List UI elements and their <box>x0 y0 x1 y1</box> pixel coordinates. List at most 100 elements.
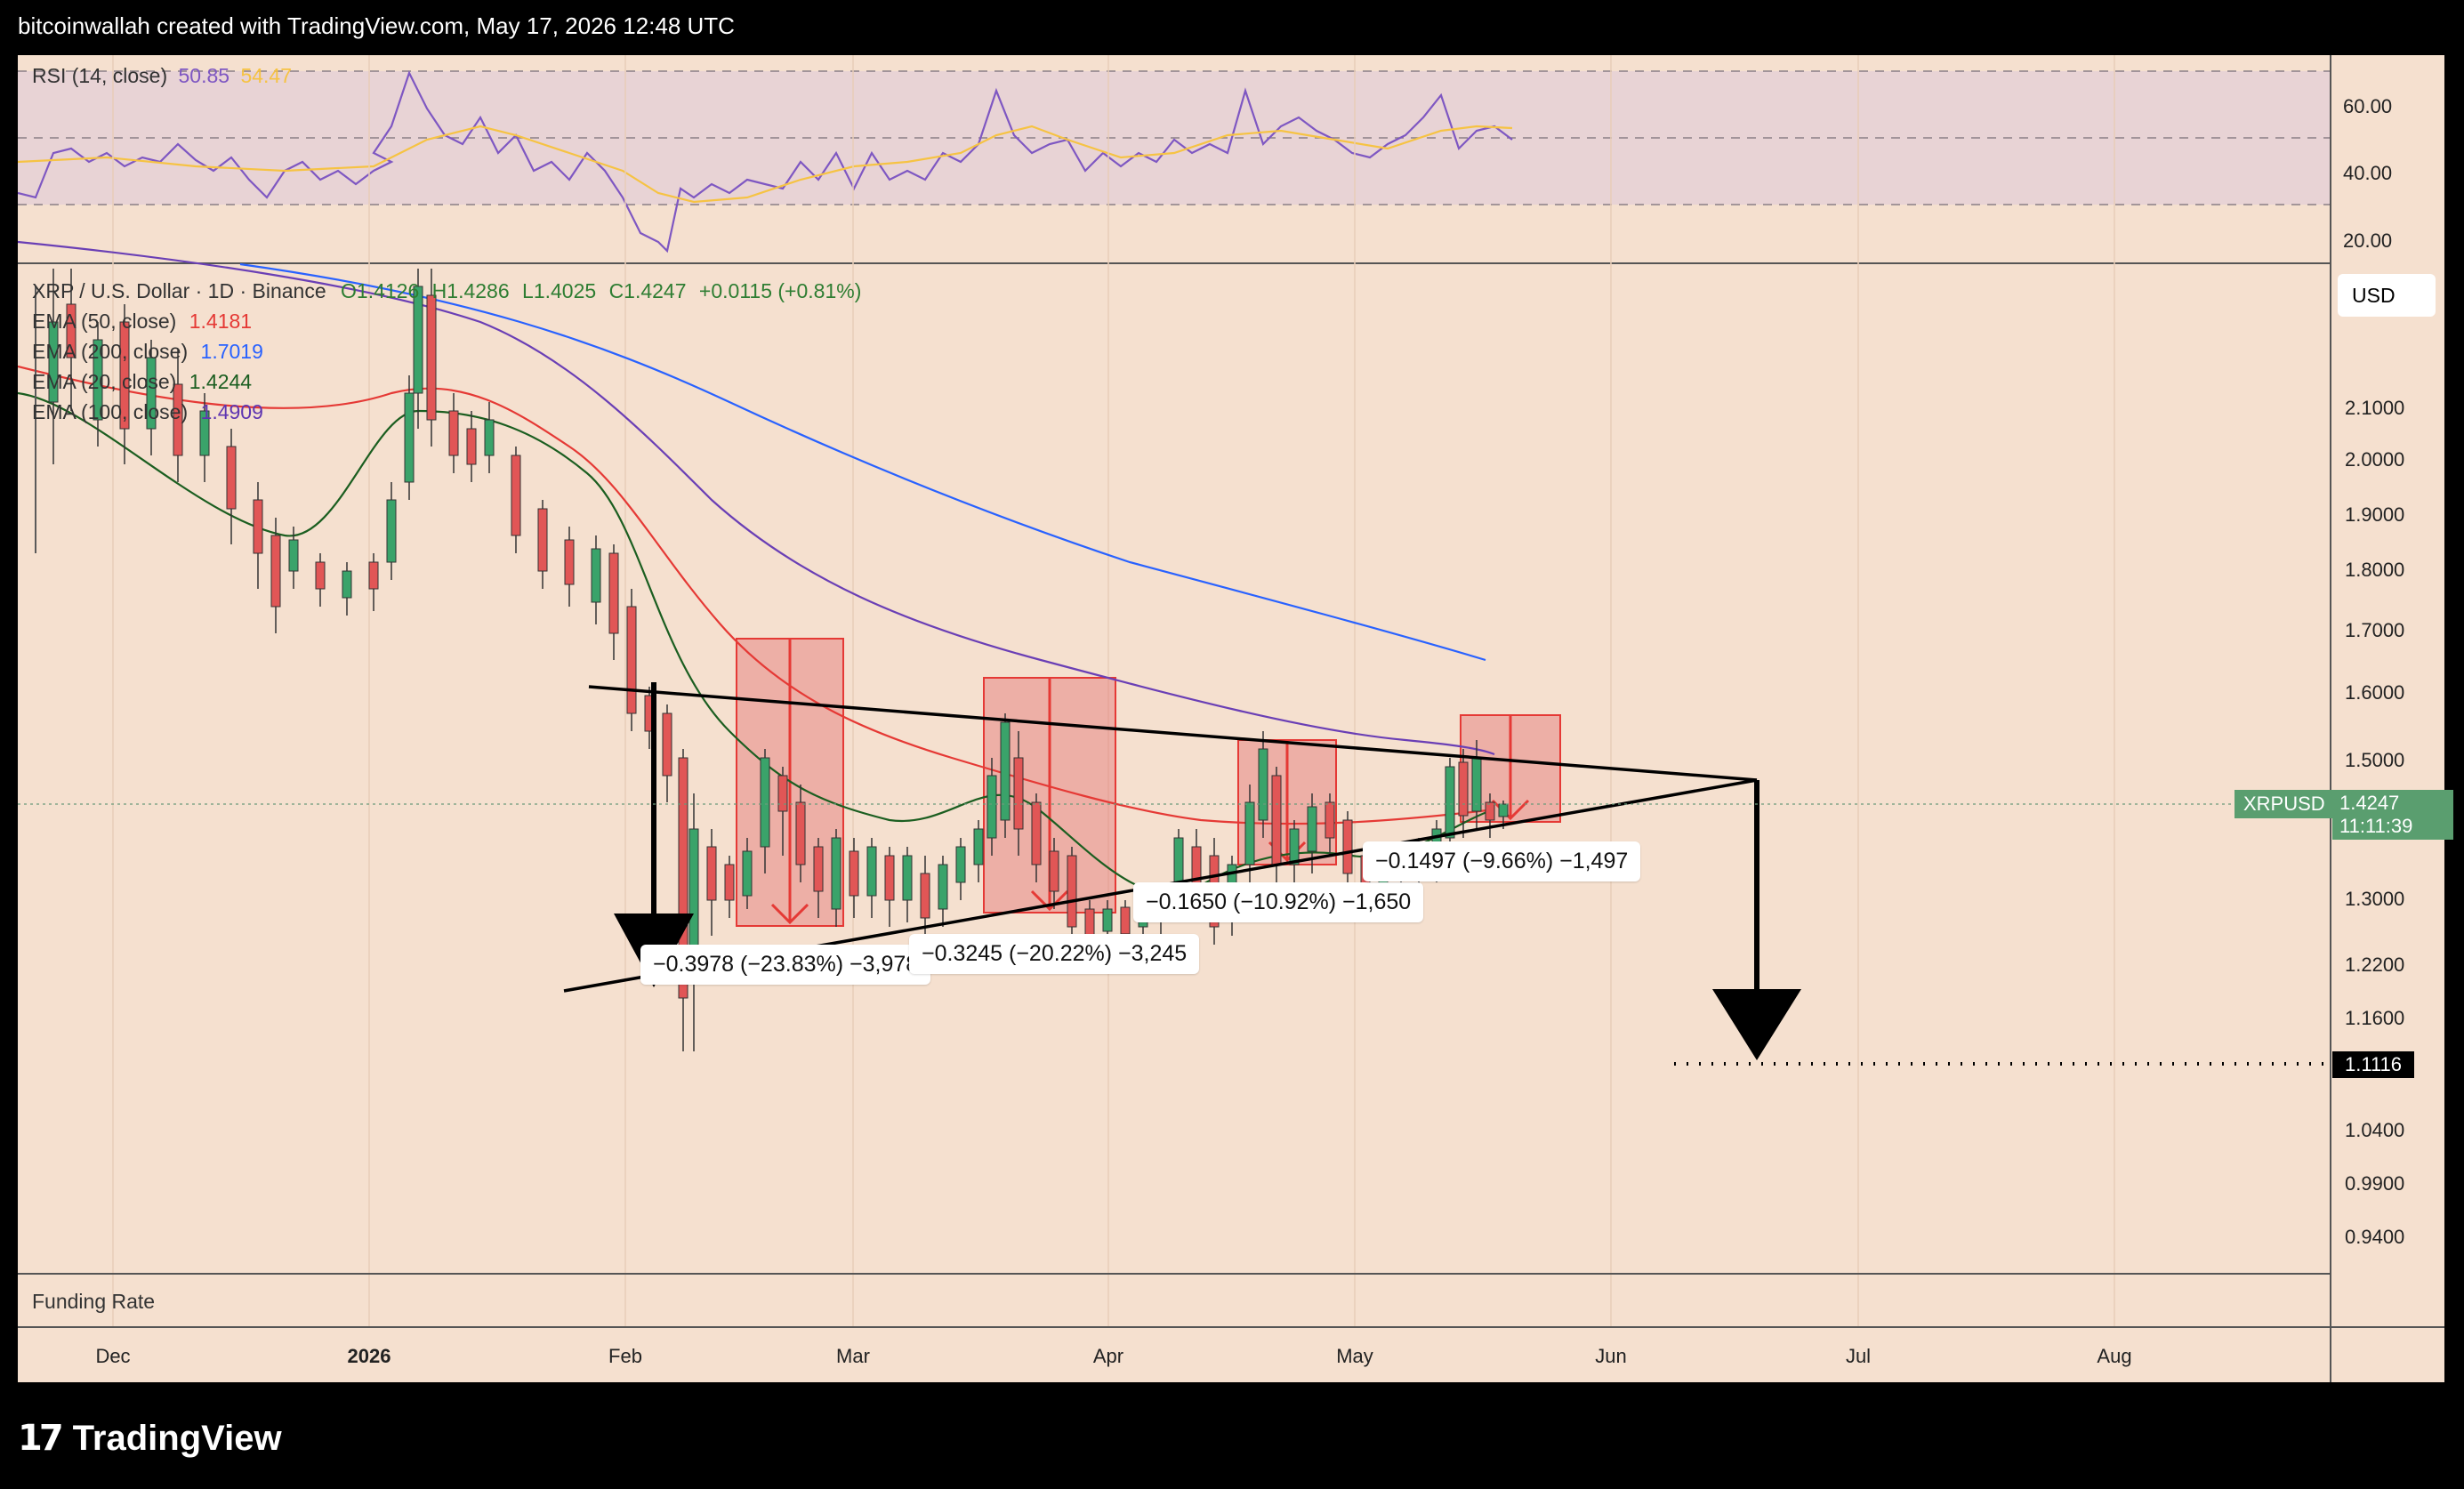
rsi-line <box>18 70 1513 254</box>
candle <box>986 758 997 856</box>
last-price-badge: 1.4247 11:11:39 <box>2332 790 2453 840</box>
ohlc-open: O1.4126 <box>341 279 420 302</box>
currency-button[interactable]: USD <box>2338 274 2436 317</box>
countdown: 11:11:39 <box>2339 815 2413 837</box>
candle <box>955 838 966 900</box>
rsi-ma-line <box>18 125 1513 204</box>
candle <box>199 393 210 482</box>
ema-legend-item: EMA (100, close) 1.4909 <box>32 400 263 424</box>
candle <box>831 829 841 927</box>
candle <box>742 838 753 909</box>
time-tick: Apr <box>1092 1345 1124 1367</box>
ema-100-line <box>18 240 1495 756</box>
candle <box>1325 793 1335 856</box>
candle <box>973 820 984 882</box>
price-tick: 1.8000 <box>2345 559 2405 581</box>
candle <box>608 544 619 660</box>
header-bar: bitcoinwallah created with TradingView.c… <box>0 0 2464 55</box>
candle <box>48 269 59 464</box>
rsi-tick: 60.00 <box>2343 95 2393 117</box>
candle <box>119 304 130 464</box>
candle <box>564 527 575 607</box>
candle <box>688 793 699 1051</box>
candle <box>760 749 770 873</box>
candle <box>253 482 263 589</box>
ohlc-low: L1.4025 <box>522 279 597 302</box>
candle <box>413 269 423 429</box>
candle <box>938 856 948 927</box>
price-tick: 2.1000 <box>2345 397 2405 419</box>
time-tick: Dec <box>95 1345 131 1367</box>
ema-50-line <box>18 365 1495 825</box>
measure-label-4: −0.1497 (−9.66%) −1,497 <box>1363 841 1641 881</box>
candle <box>173 349 183 482</box>
target-arrow-head <box>1712 989 1801 1060</box>
ema-legend-label: EMA (100, close) <box>32 400 189 423</box>
candle <box>1244 785 1255 882</box>
candle <box>1485 793 1495 838</box>
price-tick: 1.2200 <box>2345 954 2405 976</box>
candle <box>678 749 688 1051</box>
ohlc-change: +0.0115 (+0.81%) <box>698 279 862 302</box>
vertical-gridlines <box>112 55 2115 1327</box>
candle <box>1258 731 1268 838</box>
time-tick: Jul <box>1845 1345 1872 1367</box>
candle <box>777 767 788 856</box>
chart-canvas <box>18 55 2444 1382</box>
candle <box>1458 749 1469 838</box>
tradingview-logo[interactable]: 17 TradingView <box>18 1418 282 1459</box>
chart-credit: bitcoinwallah created with TradingView.c… <box>18 12 735 39</box>
time-tick: 2026 <box>347 1345 391 1367</box>
ohlc-close: C1.4247 <box>608 279 687 302</box>
candle <box>884 847 895 927</box>
candle <box>315 553 326 607</box>
candle <box>368 553 379 611</box>
last-price-value: 1.4247 <box>2339 792 2400 814</box>
candle <box>591 535 601 624</box>
ema-legend-value: 1.4181 <box>189 310 253 333</box>
ema-legend-item: EMA (200, close) 1.7019 <box>32 340 263 364</box>
ema-20-line <box>18 391 1495 896</box>
candle <box>795 785 806 882</box>
ema-legend-label: EMA (50, close) <box>32 310 177 333</box>
rsi-tick: 20.00 <box>2343 229 2393 252</box>
ema-200-line <box>239 262 1486 662</box>
candle <box>511 447 521 553</box>
candle <box>288 527 299 589</box>
ema-legend-label: EMA (200, close) <box>32 340 189 363</box>
candle <box>1445 758 1455 856</box>
candle <box>1289 820 1300 882</box>
candle <box>849 838 859 918</box>
candle <box>448 393 459 473</box>
candle <box>1000 713 1011 838</box>
candle <box>146 340 157 455</box>
ema-legend-item: EMA (50, close) 1.4181 <box>32 310 252 334</box>
price-tick: 1.7000 <box>2345 619 2405 641</box>
candle <box>66 269 76 411</box>
price-tick: 1.6000 <box>2345 681 2405 704</box>
measure-label-1: −0.3978 (−23.83%) −3,978 <box>640 945 931 985</box>
candle <box>866 838 877 918</box>
rsi-ma-value: 54.47 <box>240 64 293 87</box>
ema-legend-value: 1.7019 <box>200 340 263 363</box>
candle <box>1031 793 1042 882</box>
symbol-legend: XRP / U.S. Dollar · 1D · Binance O1.4126… <box>32 279 861 303</box>
ema-legend-label: EMA (20, close) <box>32 370 177 393</box>
ema-legend-item: EMA (20, close) 1.4244 <box>32 370 252 394</box>
price-tick: 2.0000 <box>2345 448 2405 471</box>
candle <box>813 838 824 918</box>
funding-rate-label: Funding Rate <box>32 1290 156 1313</box>
tradingview-logo-icon: 17 <box>18 1418 64 1459</box>
rsi-title: RSI (14, close) <box>32 64 168 87</box>
price-tick: 1.1600 <box>2345 1007 2405 1029</box>
candle <box>426 269 437 447</box>
candle <box>484 402 495 473</box>
rsi-value: 50.85 <box>178 64 230 87</box>
price-tick: 1.5000 <box>2345 749 2405 771</box>
price-tick: 0.9900 <box>2345 1172 2405 1195</box>
price-tick: 1.0400 <box>2345 1119 2405 1141</box>
price-tick: 1.3000 <box>2345 888 2405 910</box>
chart-frame: RSI (14, close) 50.85 54.47 60.00 40.00 … <box>18 55 2453 1382</box>
time-tick: Mar <box>836 1345 870 1367</box>
price-tick: 1.9000 <box>2345 503 2405 526</box>
